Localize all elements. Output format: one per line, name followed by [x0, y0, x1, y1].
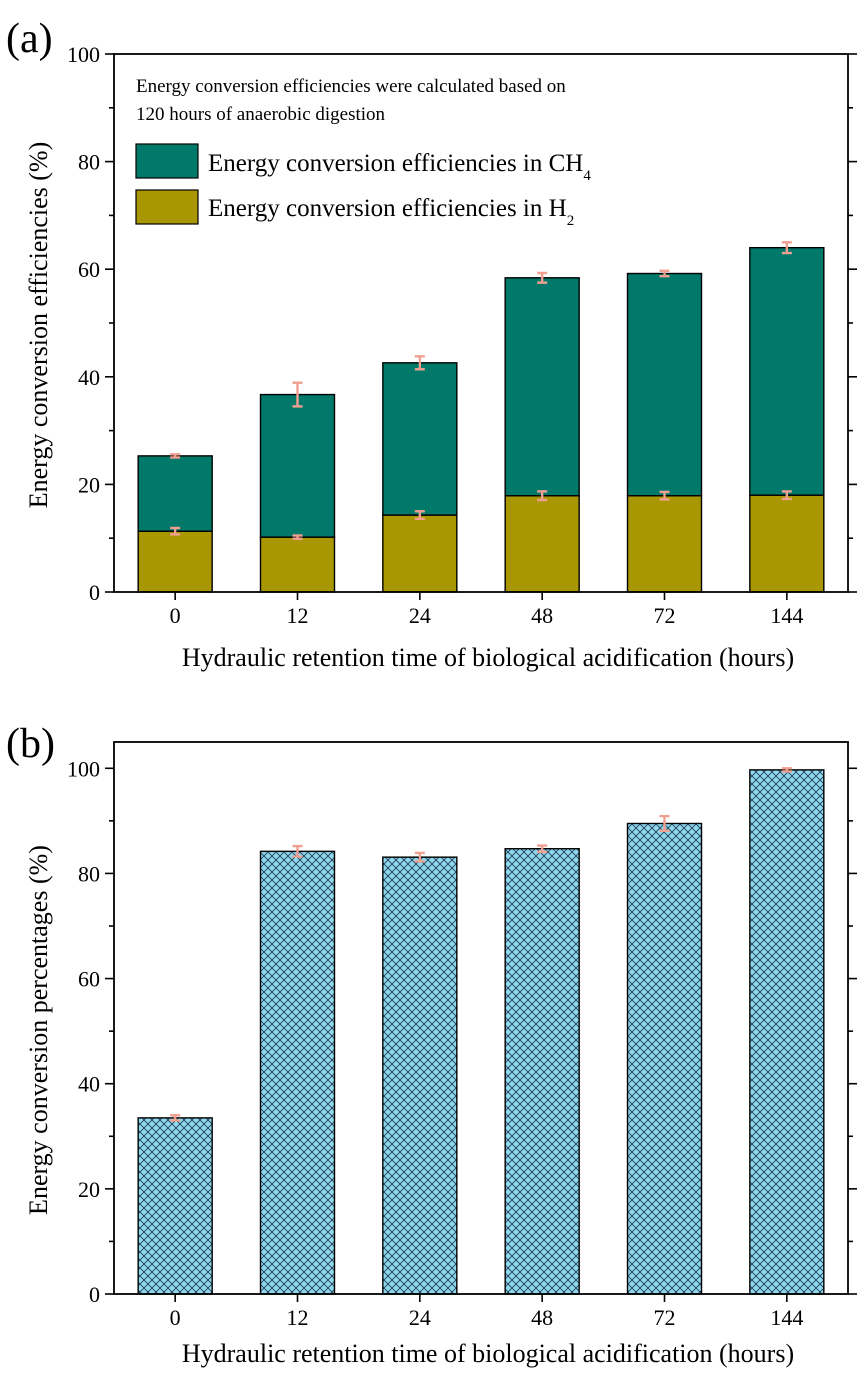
y-tick-label-40: 40: [78, 1072, 100, 1097]
bar-72: [626, 822, 703, 1295]
chart-a-plot-frame: [113, 53, 849, 593]
y-tick-label-100: 100: [67, 756, 100, 781]
bar-0: [137, 1117, 213, 1295]
error-bar-h2-48: [537, 490, 548, 502]
error-bar-48: [537, 844, 548, 854]
bar-ch4-24: [382, 362, 458, 516]
y-tick-label-80: 80: [78, 861, 100, 886]
chart-b-bars: [137, 769, 825, 1295]
bar-h2-144: [749, 494, 825, 593]
y-tick-label-40: 40: [78, 365, 100, 390]
bar-24: [382, 856, 458, 1295]
error-bar-ch4-48: [537, 271, 548, 284]
x-tick-label-0: 0: [170, 603, 181, 628]
error-bar-ch4-24: [414, 355, 425, 371]
chart-b-error-bars: [170, 767, 792, 1122]
error-bar-12: [292, 844, 303, 858]
chart-a-bars: [137, 246, 825, 593]
bar-h2-48: [504, 494, 580, 593]
bar-ch4-12: [259, 393, 336, 538]
error-bar-h2-72: [659, 490, 670, 501]
y-tick-label-60: 60: [78, 967, 100, 992]
bar-h2-0: [137, 530, 213, 593]
legend-label-h2: Energy conversion efficiencies in H2: [208, 195, 574, 229]
x-tick-label-48: 48: [531, 603, 553, 628]
legend-swatch-ch4: [135, 143, 199, 179]
chart-a-note-line-2: 120 hours of anaerobic digestion: [136, 104, 386, 125]
error-bar-72: [659, 814, 670, 833]
chart-b-y-ticks: 0 20 40 60 80 100: [67, 756, 857, 1307]
error-bar-ch4-0: [170, 453, 181, 459]
chart-b-x-axis-title: Hydraulic retention time of biological a…: [182, 1339, 794, 1368]
error-bar-h2-0: [170, 526, 181, 536]
chart-a-error-bars: [170, 241, 792, 540]
legend-swatch-h2: [135, 189, 199, 225]
chart-b-plot-frame: [113, 741, 849, 1295]
chart-a-note-line-1: Energy conversion efficiencies were calc…: [136, 76, 566, 97]
y-tick-label-20: 20: [78, 1177, 100, 1202]
chart-a-y-axis-title: Energy conversion efficiencies (%): [24, 142, 53, 509]
bar-144: [749, 769, 825, 1295]
error-bar-h2-144: [781, 490, 792, 501]
chart-b-y-axis-title: Energy conversion percentages (%): [24, 845, 53, 1215]
bar-48: [504, 848, 580, 1295]
error-bar-24: [414, 851, 425, 863]
x-tick-label-0: 0: [170, 1305, 181, 1330]
chart-b-x-ticks: 0 12 24 48 72 144: [170, 1294, 803, 1330]
panel-b: (b) Energy conversion percentages (%) Hy…: [6, 721, 857, 1368]
x-tick-label-72: 72: [654, 603, 676, 628]
error-bar-0: [170, 1114, 181, 1122]
panel-b-label: (b): [6, 721, 55, 767]
y-tick-label-60: 60: [78, 257, 100, 282]
y-tick-label-0: 0: [89, 580, 100, 605]
bar-ch4-0: [137, 455, 213, 532]
panel-a-label: (a): [6, 16, 53, 62]
bar-h2-24: [382, 514, 458, 593]
bar-ch4-144: [749, 246, 825, 496]
bar-12: [259, 850, 336, 1295]
y-tick-label-20: 20: [78, 472, 100, 497]
panel-a: (a) Energy conversion efficiencies were …: [6, 16, 857, 672]
x-tick-label-48: 48: [531, 1305, 553, 1330]
error-bar-144: [781, 767, 792, 773]
x-tick-label-24: 24: [409, 1305, 431, 1330]
x-tick-label-12: 12: [287, 1305, 309, 1330]
chart-a-x-ticks: 0 12 24 48 72 144: [170, 592, 803, 628]
error-bar-h2-12: [292, 534, 303, 540]
y-tick-label-80: 80: [78, 150, 100, 175]
y-tick-label-0: 0: [89, 1282, 100, 1307]
x-tick-label-24: 24: [409, 603, 431, 628]
y-tick-label-100: 100: [67, 42, 100, 67]
legend-label-h2-subscript: 2: [567, 213, 575, 229]
x-tick-label-144: 144: [770, 603, 803, 628]
x-tick-label-144: 144: [770, 1305, 803, 1330]
error-bar-h2-24: [414, 510, 425, 521]
error-bar-ch4-144: [781, 241, 792, 255]
bar-ch4-48: [504, 277, 580, 497]
x-tick-label-72: 72: [654, 1305, 676, 1330]
bar-h2-12: [259, 536, 336, 593]
error-bar-ch4-72: [659, 269, 670, 278]
x-tick-label-12: 12: [287, 603, 309, 628]
legend-label-ch4-subscript: 4: [583, 168, 591, 184]
bar-h2-72: [626, 494, 703, 593]
error-bar-ch4-12: [292, 381, 303, 408]
bar-ch4-72: [626, 272, 703, 497]
chart-a-x-axis-title: Hydraulic retention time of biological a…: [182, 643, 794, 672]
chart-a-legend: Energy conversion efficiencies in CH4 En…: [135, 143, 591, 229]
chart-a-y-ticks: 0 20 40 60 80 100: [67, 42, 857, 605]
legend-label-ch4: Energy conversion efficiencies in CH4: [208, 150, 591, 184]
